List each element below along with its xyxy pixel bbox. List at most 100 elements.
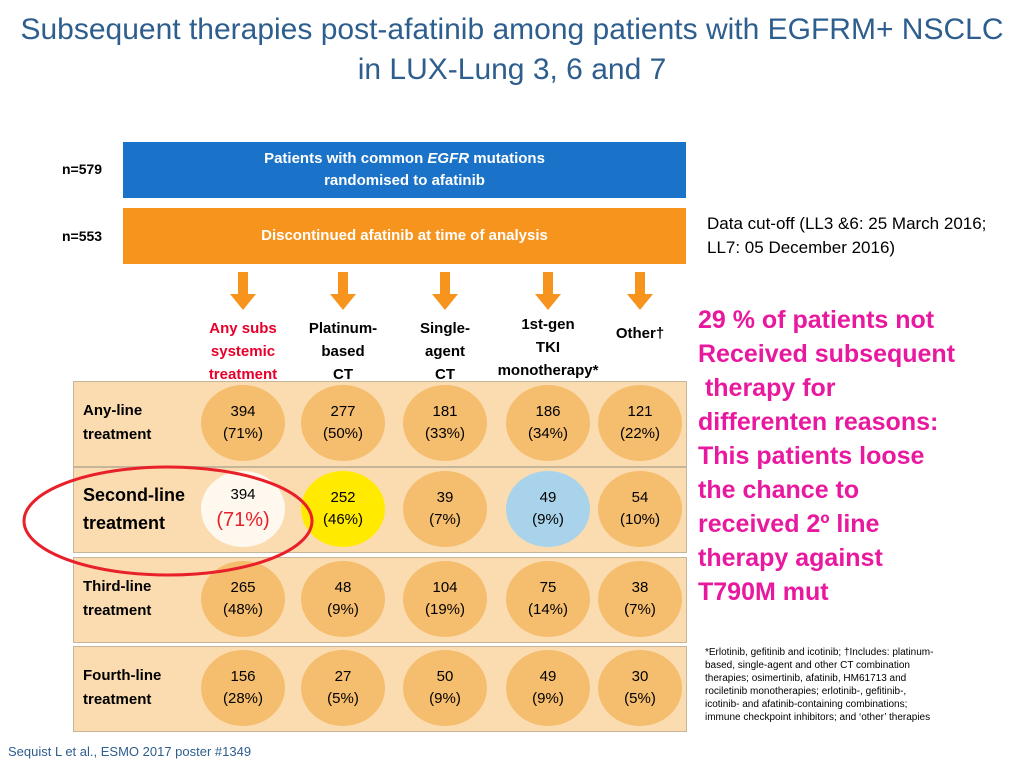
value-cell: 121 (22%) — [598, 385, 682, 461]
cell-count: 27 — [334, 668, 352, 685]
column-header: Other† — [570, 322, 710, 345]
value-cell: 50 (9%) — [403, 650, 487, 726]
footnote-line: *Erlotinib, gefitinib and icotinib; †Inc… — [705, 647, 934, 658]
row-label-line: treatment — [83, 513, 166, 533]
cell-count: 394 — [230, 486, 256, 503]
value-cell: 277 (50%) — [301, 385, 385, 461]
cell-count: 181 — [432, 403, 458, 420]
cell-percent: (33%) — [424, 425, 465, 442]
slide-title: Subsequent therapies post-afatinib among… — [0, 10, 1024, 90]
column-header-line: Any subs — [209, 320, 277, 337]
row-label-line: Fourth-line — [83, 667, 162, 684]
cell-count: 252 — [330, 489, 356, 506]
column-header: Any subs systemic treatment — [173, 317, 313, 386]
cell-percent: (34%) — [527, 425, 568, 442]
randomised-bar: Patients with common EGFR mutations rand… — [123, 142, 686, 198]
column-header-line: treatment — [208, 366, 278, 383]
footnote-line: based, single-agent and other CT combina… — [705, 660, 910, 671]
cell-count: 277 — [330, 403, 356, 420]
cell-count: 30 — [631, 668, 649, 685]
down-arrow-icon — [330, 272, 356, 315]
cell-count: 49 — [539, 489, 557, 506]
callout-line: received 2º line — [698, 510, 880, 538]
citation: Sequist L et al., ESMO 2017 poster #1349 — [8, 744, 252, 759]
column-header: Platinum-based CT — [273, 317, 413, 386]
column-header-line: Other† — [615, 325, 665, 342]
column-header-line: monotherapy* — [497, 362, 599, 379]
cell-count: 38 — [631, 579, 649, 596]
row-label-line: Second-line — [83, 485, 186, 505]
cell-percent: (5%) — [624, 690, 656, 707]
cell-percent: (9%) — [327, 601, 359, 618]
cell-percent: (9%) — [429, 690, 461, 707]
footnote: *Erlotinib, gefitinib and icotinib; †Inc… — [705, 646, 1005, 724]
cell-percent: (14%) — [527, 601, 568, 618]
randomised-bar-line-1: Patients with common EGFR mutations — [264, 150, 545, 167]
callout-line: differenten reasons: — [698, 408, 939, 436]
cell-count: 265 — [230, 579, 256, 596]
cell-count: 186 — [535, 403, 561, 420]
cell-percent: (10%) — [619, 511, 660, 528]
row-label: Third-line treatment — [83, 575, 151, 623]
value-cell: 252 (46%) — [301, 471, 385, 547]
cell-percent: (22%) — [619, 425, 660, 442]
value-cell: 394 (71%) — [201, 471, 285, 547]
cell-count: 54 — [631, 489, 649, 506]
cell-count: 50 — [436, 668, 454, 685]
discontinued-bar: Discontinued afatinib at time of analysi… — [123, 208, 686, 264]
callout-text: 29 % of patients not Received subsequent… — [698, 303, 1018, 609]
row-label: Second-line treatment — [83, 481, 185, 537]
down-arrow-icon — [432, 272, 458, 315]
cell-percent: (28%) — [222, 690, 263, 707]
slide-title-line-1: Subsequent therapies post-afatinib among… — [20, 13, 1004, 46]
column-header-line: CT — [435, 366, 455, 383]
randomised-n-label: n=579 — [62, 161, 103, 177]
slide-title-line-2: in LUX-Lung 3, 6 and 7 — [357, 53, 667, 86]
footnote-line: icotinib- and afatinib-containing combin… — [705, 699, 908, 710]
callout-line: T790M mut — [698, 578, 829, 606]
data-cutoff-note: Data cut-off (LL3 &6: 25 March 2016; LL7… — [707, 214, 987, 257]
value-cell: 49 (9%) — [506, 471, 590, 547]
row-label: Fourth-line treatment — [83, 664, 161, 712]
cell-count: 75 — [539, 579, 557, 596]
column-header: 1st-gen TKI monotherapy* — [478, 313, 618, 382]
column-header-line: Platinum- — [308, 320, 378, 337]
cell-count: 48 — [334, 579, 352, 596]
cell-count: 394 — [230, 403, 256, 420]
column-header-line: Single- — [419, 320, 470, 337]
second-line-highlight-ring — [22, 465, 314, 577]
cell-percent: (9%) — [532, 690, 564, 707]
cell-percent: (46%) — [322, 511, 363, 528]
value-cell: 104 (19%) — [403, 561, 487, 637]
down-arrow-icon — [535, 272, 561, 315]
discontinued-n-label: n=553 — [62, 228, 103, 244]
callout-line: therapy for — [698, 374, 836, 402]
footnote-line: rociletinib monotherapies; erlotinib-, g… — [705, 686, 907, 697]
column-header-line: systemic — [210, 343, 276, 360]
column-header: Single-agent CT — [375, 317, 515, 386]
callout-line: Received subsequent — [698, 340, 956, 368]
cell-percent: (50%) — [322, 425, 363, 442]
value-cell: 75 (14%) — [506, 561, 590, 637]
cell-percent: (71%) — [222, 425, 263, 442]
cell-percent: (19%) — [424, 601, 465, 618]
value-cell: 49 (9%) — [506, 650, 590, 726]
callout-line: therapy against — [698, 544, 883, 572]
value-cell: 54 (10%) — [598, 471, 682, 547]
footnote-line: therapies; osimertinib, afatinib, HM6171… — [705, 673, 907, 684]
row-label-line: Third-line — [83, 578, 152, 595]
cell-count: 39 — [436, 489, 454, 506]
value-cell: 39 (7%) — [403, 471, 487, 547]
randomised-bar-line-2: randomised to afatinib — [324, 172, 485, 189]
cell-count: 156 — [230, 668, 256, 685]
down-arrow-icon — [627, 272, 653, 315]
value-cell: 181 (33%) — [403, 385, 487, 461]
cell-count: 121 — [627, 403, 653, 420]
column-header-line: CT — [333, 366, 353, 383]
cell-count: 49 — [539, 668, 557, 685]
row-label-line: Any-line — [83, 402, 143, 419]
value-cell: 394 (71%) — [201, 385, 285, 461]
cell-percent: (7%) — [624, 601, 656, 618]
footnote-line: immune checkpoint inhibitors; and ‘other… — [705, 712, 931, 723]
cell-percent: (48%) — [222, 601, 263, 618]
